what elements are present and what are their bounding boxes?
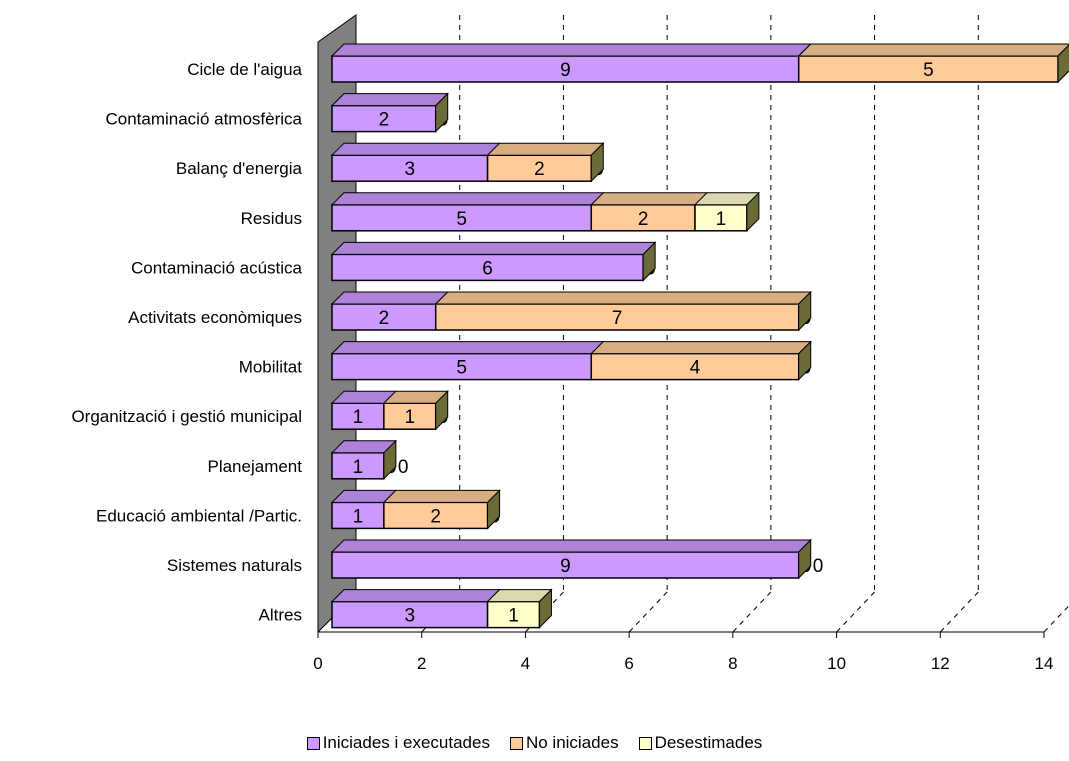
data-label-residus-no-iniciades: 2 [638,209,649,230]
bar-end-sistemes-naturals [798,538,812,580]
legend-label-iniciades: Iniciades i executades [322,733,490,752]
data-label-activitats-economiques-iniciades-i-executades: 2 [379,308,390,329]
bar-residus-no-iniciades [590,204,696,232]
legend-item-no-iniciades: No iniciades [509,733,619,753]
bar-top-mobilitat-no-iniciades [590,341,812,355]
bar-top-cicle-de-l-aigua-no-iniciades [797,43,1069,57]
data-label-sistemes-naturals-iniciades-i-executades: 9 [560,556,571,577]
category-label-contaminacio-acustica: Contaminació acústica [131,258,303,277]
data-label-mobilitat-no-iniciades: 4 [690,358,701,379]
x-tick-label-10: 10 [827,654,846,673]
legend-label-no-iniciades: No iniciades [525,733,619,752]
data-label-organitzacio-i-gestio-municipal-no-iniciades: 1 [404,407,415,428]
category-label-balanc-d-energia: Balanç d'energia [176,159,303,178]
bar-top-residus-iniciades-i-executades [330,192,605,206]
category-label-sistemes-naturals: Sistemes naturals [167,556,302,575]
x-tick-label-6: 6 [624,654,633,673]
category-label-organitzacio-i-gestio-municipal: Organització i gestió municipal [71,407,302,426]
category-label-contaminacio-atmosferica: Contaminació atmosfèrica [105,110,302,129]
data-label-planejament-iniciades-i-executades: 1 [353,457,364,478]
gridline-floor-6 [628,591,668,633]
bar-contaminacio-acustica-iniciades-i-executades [331,253,644,282]
data-label-residus-iniciades-i-executades: 5 [456,209,467,230]
category-label-planejament: Planejament [207,457,302,476]
gridline-floor-14 [1043,604,1069,633]
bar-end-cicle-de-l-aigua [1057,44,1069,84]
bar-residus-iniciades-i-executades [331,204,593,232]
data-label-altres-iniciades-i-executades: 3 [404,606,415,627]
bar-end-educacio-ambiental-partic [487,489,501,530]
gridline-floor-12 [939,591,979,633]
data-label-residus-desestimades: 1 [716,209,727,230]
data-label-balanc-d-energia-iniciades-i-executades: 3 [404,159,415,180]
bar-top-balanc-d-energia-iniciades-i-executades [330,142,501,156]
legend-swatch-no-iniciades [509,736,523,750]
bar-top-activitats-economiques-no-iniciades [434,291,812,305]
bar-top-balanc-d-energia-no-iniciades [486,142,605,156]
bar-activitats-economiques-no-iniciades [434,303,800,331]
data-label-cicle-de-l-aigua-no-iniciades: 5 [923,60,934,81]
bar-end-contaminacio-acustica [642,241,656,282]
bar-top-contaminacio-acustica-iniciades-i-executades [330,241,657,255]
legend-label-desestimades: Desestimades [654,733,763,752]
legend-swatch-iniciades [306,736,320,750]
category-label-cicle-de-l-aigua: Cicle de l'aigua [187,60,302,79]
bar-end-balanc-d-energia [590,141,604,183]
bar-educacio-ambiental-partic-iniciades-i-executades [331,501,385,530]
legend-item-iniciades: Iniciades i executades [306,733,490,753]
bar-top-sistemes-naturals-iniciades-i-executades [330,539,812,553]
data-label-planejament-desestimades: 0 [398,457,409,478]
bar-end-mobilitat [798,340,812,381]
bar-organitzacio-i-gestio-municipal-iniciades-i-executades [331,402,385,430]
gridline-floor-10 [836,591,875,633]
bar-top-contaminacio-atmosferica-iniciades-i-executades [330,93,449,107]
x-tick-label-12: 12 [931,654,950,673]
bar-end-activitats-economiques [798,290,812,332]
data-label-sistemes-naturals-desestimades: 0 [813,556,824,577]
data-label-altres-desestimades: 1 [508,606,519,627]
category-label-mobilitat: Mobilitat [239,358,303,377]
bar-top-cicle-de-l-aigua-iniciades-i-executades [330,43,812,57]
category-label-activitats-economiques: Activitats econòmiques [128,308,302,327]
bar-end-planejament [383,439,397,481]
legend-item-desestimades: Desestimades [638,733,763,753]
data-label-contaminacio-acustica-iniciades-i-executades: 6 [482,258,493,279]
data-label-educacio-ambiental-partic-no-iniciades: 2 [430,506,441,527]
gridline-floor-8 [732,591,772,633]
bar-top-residus-no-iniciades [590,192,709,206]
data-label-mobilitat-iniciades-i-executades: 5 [456,358,467,379]
category-label-educacio-ambiental-partic: Educació ambiental /Partic. [96,506,302,525]
bar-mobilitat-iniciades-i-executades [331,352,593,381]
data-label-organitzacio-i-gestio-municipal-iniciades-i-executades: 1 [353,407,364,428]
bar-end-contaminacio-atmosferica [435,92,449,133]
bar-top-mobilitat-iniciades-i-executades [330,341,605,355]
bar-top-activitats-economiques-iniciades-i-executades [330,291,449,305]
data-label-activitats-economiques-no-iniciades: 7 [612,308,623,329]
chart-legend: Iniciades i executades No iniciades Dese… [0,733,1069,753]
bar-top-altres-iniciades-i-executades [330,589,501,603]
x-tick-label-14: 14 [1035,654,1054,673]
data-label-contaminacio-atmosferica-iniciades-i-executades: 2 [379,110,390,131]
bar-end-altres [538,588,552,629]
category-label-altres: Altres [259,606,302,625]
category-label-residus: Residus [241,209,302,228]
legend-swatch-desestimades [638,736,652,750]
x-tick-label-8: 8 [728,654,737,673]
data-label-educacio-ambiental-partic-iniciades-i-executades: 1 [353,506,364,527]
bar-end-residus [746,191,760,233]
bar-activitats-economiques-iniciades-i-executades [331,303,437,331]
x-tick-label-0: 0 [313,654,322,673]
bar-residus-desestimades [694,204,748,232]
x-tick-label-4: 4 [521,654,530,673]
data-label-balanc-d-energia-no-iniciades: 2 [534,159,545,180]
data-label-cicle-de-l-aigua-iniciades-i-executades: 9 [560,60,571,81]
bar-end-organitzacio-i-gestio-municipal [435,389,449,431]
x-tick-label-2: 2 [417,654,426,673]
bar-top-educacio-ambiental-partic-no-iniciades [382,489,501,503]
